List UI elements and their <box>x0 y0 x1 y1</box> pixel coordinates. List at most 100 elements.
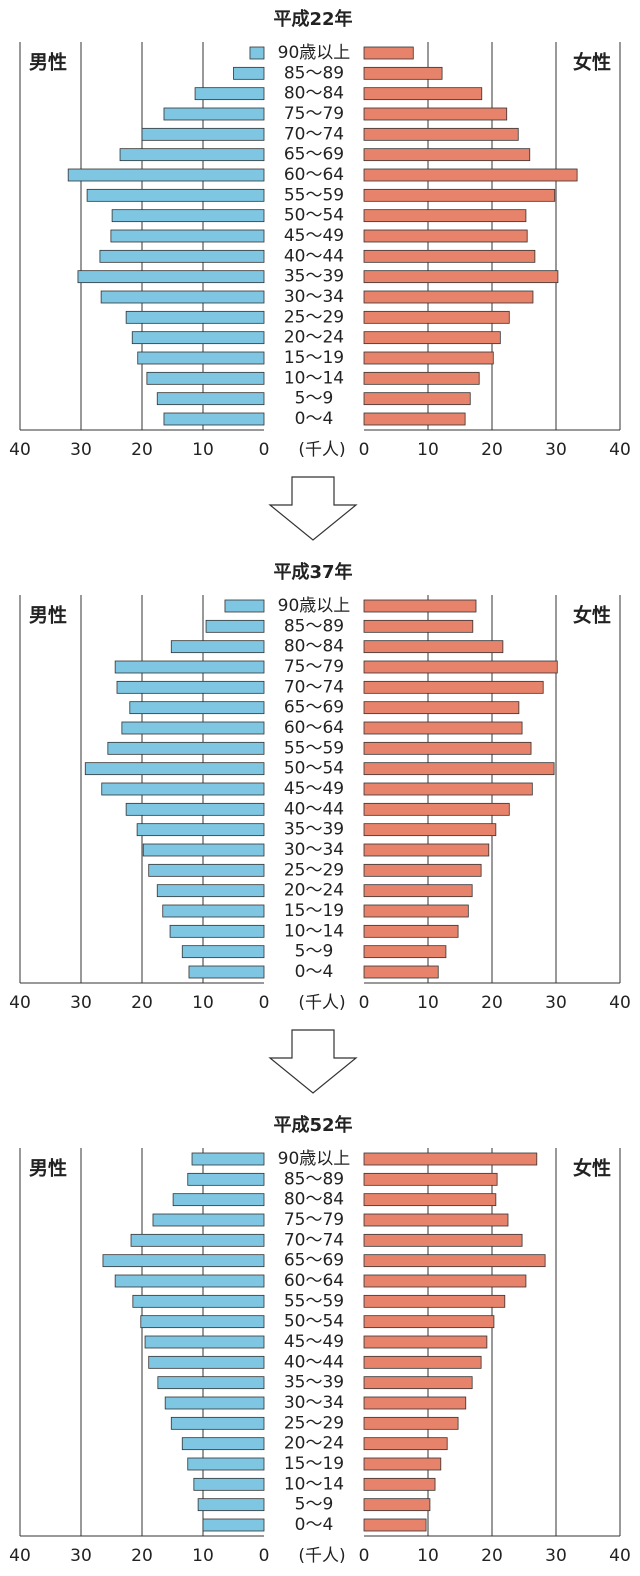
category-label: 15～19 <box>284 1454 344 1474</box>
bar <box>137 351 265 365</box>
category-label: 85～89 <box>284 616 344 636</box>
bar <box>141 127 265 141</box>
bar <box>363 599 477 613</box>
category-label: 15～19 <box>284 348 344 368</box>
category-label: 40～44 <box>284 246 344 266</box>
bar <box>202 1518 265 1532</box>
category-label: 35～39 <box>284 267 344 287</box>
category-label: 35～39 <box>284 1373 344 1393</box>
bar <box>132 1294 265 1308</box>
x-tick-label: 20 <box>131 993 153 1013</box>
bar <box>152 1213 265 1227</box>
bar <box>164 1396 265 1410</box>
legend-label: 女性 <box>573 51 611 74</box>
bar <box>363 660 558 674</box>
category-label: 15～19 <box>284 901 344 921</box>
category-label: 20～24 <box>284 328 344 348</box>
x-tick-label: 40 <box>9 993 31 1013</box>
bar <box>102 1254 265 1268</box>
category-label: 25～29 <box>284 860 344 880</box>
bar <box>363 127 519 141</box>
category-label: 45～49 <box>284 226 344 246</box>
x-tick-label: 30 <box>545 440 567 460</box>
category-label: 70～74 <box>284 677 344 697</box>
bar <box>170 640 265 654</box>
category-label: 10～14 <box>284 921 344 941</box>
bar <box>136 823 265 837</box>
category-label: 20～24 <box>284 881 344 901</box>
bar <box>363 1437 448 1451</box>
x-tick-label: 20 <box>131 440 153 460</box>
bar <box>363 310 510 324</box>
category-label: 75～79 <box>284 104 344 124</box>
bar <box>363 1294 506 1308</box>
axis-unit: (千人) <box>298 1546 345 1566</box>
x-tick-label: 10 <box>417 1546 439 1566</box>
category-label: 10～14 <box>284 1474 344 1494</box>
x-tick-label: 20 <box>481 993 503 1013</box>
bar <box>163 107 265 121</box>
bar <box>363 701 520 715</box>
bar <box>363 66 443 80</box>
arrow-shape <box>268 476 358 541</box>
bar <box>188 965 265 979</box>
category-label: 60～64 <box>284 165 344 185</box>
bar <box>163 412 265 426</box>
category-label: 0～4 <box>295 1515 334 1535</box>
x-tick-label: 10 <box>192 1546 214 1566</box>
bar <box>197 1498 265 1512</box>
category-label: 90歳以上 <box>278 596 351 616</box>
bar <box>363 371 480 385</box>
category-label: 55～59 <box>284 185 344 205</box>
x-tick-label: 30 <box>70 993 92 1013</box>
category-label: 55～59 <box>284 1291 344 1311</box>
bar <box>363 1376 473 1390</box>
category-label: 20～24 <box>284 1434 344 1454</box>
bar <box>363 1498 431 1512</box>
category-label: 60～64 <box>284 718 344 738</box>
x-tick-label: 40 <box>609 993 631 1013</box>
bar <box>363 209 527 223</box>
x-tick-label: 40 <box>609 440 631 460</box>
bar <box>119 148 265 162</box>
x-tick-label: 0 <box>359 440 370 460</box>
category-label: 75～79 <box>284 657 344 677</box>
bar <box>363 1335 488 1349</box>
bar <box>162 904 265 918</box>
category-label: 10～14 <box>284 368 344 388</box>
x-tick-label: 30 <box>545 993 567 1013</box>
legend-label: 女性 <box>573 604 611 627</box>
category-label: 0～4 <box>295 962 334 982</box>
x-tick-label: 0 <box>359 1546 370 1566</box>
bar <box>233 66 265 80</box>
bar <box>363 802 510 816</box>
bar <box>363 741 532 755</box>
bar <box>148 863 265 877</box>
arrow <box>268 476 358 541</box>
bar <box>224 599 265 613</box>
bar <box>363 1274 527 1288</box>
category-label: 55～59 <box>284 738 344 758</box>
bar <box>363 148 531 162</box>
category-label: 5～9 <box>295 1495 334 1515</box>
category-label: 75～79 <box>284 1210 344 1230</box>
bar <box>363 884 473 898</box>
bar <box>363 619 474 633</box>
bar <box>172 1193 265 1207</box>
category-label: 70～74 <box>284 124 344 144</box>
bar <box>363 1457 442 1471</box>
category-label: 50～54 <box>284 759 344 779</box>
axis-unit: (千人) <box>298 993 345 1013</box>
category-label: 30～34 <box>284 840 344 860</box>
bar <box>363 823 497 837</box>
x-tick-label: 20 <box>481 440 503 460</box>
bar <box>191 1152 265 1166</box>
category-label: 60～64 <box>284 1271 344 1291</box>
category-label: 50～54 <box>284 206 344 226</box>
bar <box>363 412 466 426</box>
x-tick-label: 0 <box>359 993 370 1013</box>
bar <box>363 762 555 776</box>
x-tick-label: 20 <box>131 1546 153 1566</box>
bar <box>363 87 483 101</box>
category-label: 5～9 <box>295 942 334 962</box>
